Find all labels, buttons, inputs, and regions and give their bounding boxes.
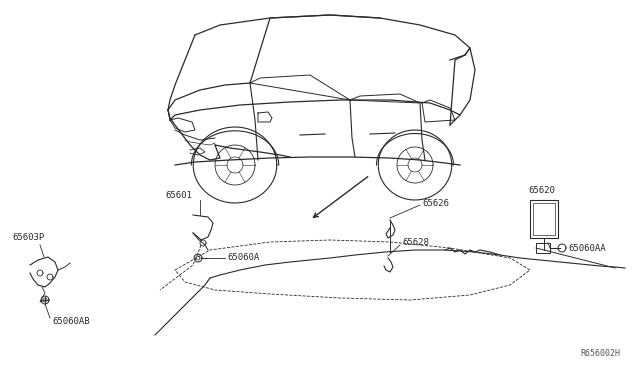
Text: 65626: 65626 — [422, 199, 449, 208]
Text: R656002H: R656002H — [580, 349, 620, 358]
Bar — [536, 243, 550, 253]
Text: 65060AA: 65060AA — [568, 244, 605, 253]
Text: 65603P: 65603P — [12, 232, 44, 241]
Bar — [533, 203, 555, 235]
Text: 65620: 65620 — [528, 186, 555, 195]
Bar — [530, 200, 558, 238]
Text: 65628: 65628 — [402, 237, 429, 247]
Text: 65060AB: 65060AB — [52, 317, 90, 327]
Text: 65060A: 65060A — [227, 253, 259, 263]
Text: 65601: 65601 — [165, 190, 192, 199]
